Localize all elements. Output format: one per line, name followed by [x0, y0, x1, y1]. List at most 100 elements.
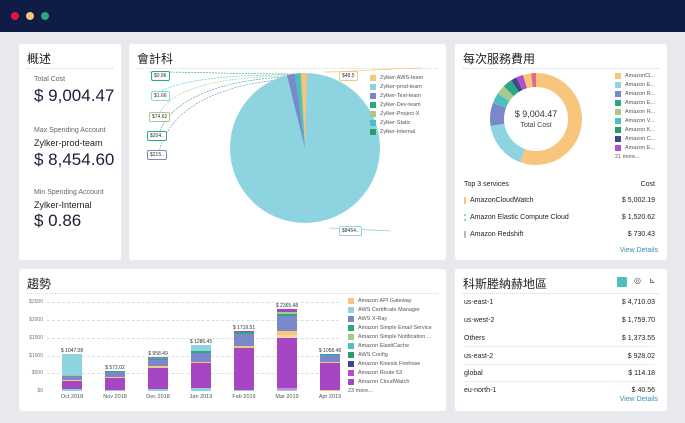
legend-swatch-icon: [348, 342, 354, 349]
bar-jan-2019[interactable]: [191, 345, 211, 391]
legend-item[interactable]: Amazon K...: [615, 125, 655, 134]
y-tick: $2500: [29, 299, 43, 305]
legend-item[interactable]: Amazon R...: [615, 107, 655, 116]
bar-oct-2018[interactable]: [62, 354, 82, 392]
legend-item[interactable]: Zylker-Internal: [370, 127, 423, 136]
legend-swatch-icon: [370, 119, 376, 126]
pie-tag: $48.5: [339, 71, 358, 81]
legend-item[interactable]: Zylker-Project-X: [370, 109, 423, 118]
region-row[interactable]: us-west-2 $ 1,759.70: [464, 317, 655, 324]
trend-bar-chart[interactable]: $2500 $2000 $1500 $1000 $500 $0 $ 1047.0…: [19, 269, 349, 411]
legend-swatch-icon: [348, 297, 354, 304]
legend-label: AWS X-Ray: [358, 315, 388, 322]
region-row[interactable]: us-east-2 $ 928.02: [464, 353, 655, 365]
legend-item[interactable]: Amazon ElastiCache: [348, 341, 432, 350]
region-cost: $ 1,759.70: [621, 317, 655, 324]
legend-item[interactable]: Amazon CloudWatch: [348, 377, 432, 386]
legend-swatch-icon: [370, 74, 376, 81]
regions-title: 科斯塍納赫地區: [463, 277, 548, 291]
pie-tag: $215..: [147, 150, 167, 160]
legend-item[interactable]: Zylker-Test-team: [370, 91, 423, 100]
legend-label: Amazon E...: [625, 144, 655, 151]
region-name: us-east-1: [464, 299, 494, 306]
accounts-title: 會計科: [137, 52, 174, 66]
top-service-row[interactable]: AmazonCloudWatch $ 5,002.19: [464, 197, 655, 204]
region-cost: $ 4,710.03: [621, 299, 655, 306]
top-service-row[interactable]: Amazon Elastic Compute Cloud $ 1,520.62: [464, 214, 655, 221]
max-spending-value: $ 8,454.60: [34, 150, 115, 169]
minimize-button[interactable]: [26, 12, 34, 20]
legend-item[interactable]: Amazon E...: [615, 143, 655, 152]
legend-label: Amazon C...: [625, 135, 656, 142]
legend-item[interactable]: Amazon V...: [615, 116, 655, 125]
top-services-label: Top 3 services: [464, 181, 509, 188]
region-row[interactable]: Others $ 1,373.55: [464, 335, 655, 347]
legend-swatch-icon: [348, 333, 354, 340]
legend-label: Amazon API Gateway: [358, 297, 412, 304]
max-spending-account: Zylker-prod-team: [34, 138, 103, 148]
legend-label: Amazon ElastiCache: [358, 342, 410, 349]
legend-item[interactable]: AWS X-Ray: [348, 314, 432, 323]
legend-more-label: 21 more...: [615, 153, 640, 160]
legend-label: Amazon Kinesis Firehose: [358, 360, 421, 367]
legend-swatch-icon: [370, 92, 376, 99]
legend-more-link[interactable]: 23 more...: [348, 386, 432, 395]
legend-item[interactable]: Amazon E...: [615, 80, 655, 89]
legend-more-link[interactable]: 21 more...: [615, 152, 655, 161]
legend-swatch-icon: [348, 324, 354, 331]
min-spending-account: Zylker-Internal: [34, 200, 92, 210]
bar-view-icon[interactable]: ⊾: [649, 276, 656, 285]
bar-nov-2018[interactable]: [105, 371, 125, 391]
region-row[interactable]: eu-north-1 $ 40.56: [464, 387, 655, 394]
region-cost: $ 928.02: [627, 353, 655, 360]
legend-item[interactable]: AWS Certificate Manager: [348, 305, 432, 314]
x-tick: Dec 2018: [146, 394, 170, 400]
region-name: Others: [464, 335, 486, 342]
region-row[interactable]: global $ 114.18: [464, 370, 655, 382]
legend-swatch-icon: [348, 306, 354, 313]
legend-item[interactable]: Zylker-prod-team: [370, 82, 423, 91]
pie-view-icon[interactable]: ◎: [634, 276, 641, 285]
region-name: global: [464, 370, 483, 377]
top-service-row[interactable]: Amazon Redshift $ 730.43: [464, 231, 655, 238]
service-donut-chart[interactable]: [490, 73, 582, 165]
legend-label: Amazon E...: [625, 81, 655, 88]
legend-item[interactable]: AWS Config: [348, 350, 432, 359]
min-spending-label: Min Spending Account: [34, 189, 104, 196]
legend-item[interactable]: Amazon E...: [615, 98, 655, 107]
legend-item[interactable]: Amazon Kinesis Firehose: [348, 359, 432, 368]
legend-item[interactable]: Zylker-Dev-team: [370, 100, 423, 109]
legend-swatch-icon: [615, 135, 621, 142]
legend-item[interactable]: Zylker-AWS-team: [370, 73, 423, 82]
view-details-link[interactable]: View Details: [619, 396, 658, 403]
legend-item[interactable]: Amazon Route 53: [348, 368, 432, 377]
legend-item[interactable]: Amazon Simple Notification ...: [348, 332, 432, 341]
legend-item[interactable]: Amazon C...: [615, 134, 655, 143]
legend-label: Amazon CloudWatch: [358, 378, 410, 385]
legend-item[interactable]: Zylker-Static: [370, 118, 423, 127]
legend-item[interactable]: Amazon R...: [615, 89, 655, 98]
bar-dec-2018[interactable]: [148, 357, 168, 391]
legend-item[interactable]: AmazonCl...: [615, 71, 655, 80]
close-button[interactable]: [11, 12, 19, 20]
view-details-link[interactable]: View Details: [619, 247, 658, 254]
legend-label: Amazon R...: [625, 108, 656, 115]
bar-value-label: $ 2365.48: [275, 303, 299, 309]
region-row[interactable]: us-east-1 $ 4,710.03: [464, 299, 655, 306]
legend-label: Zylker-prod-team: [380, 83, 422, 90]
bar-feb-2019[interactable]: [234, 331, 254, 391]
legend-item[interactable]: Amazon API Gateway: [348, 296, 432, 305]
pie-tag: $204..: [147, 131, 167, 141]
donut-center-label: Total Cost: [520, 122, 552, 129]
legend-swatch-icon: [615, 99, 621, 106]
maximize-button[interactable]: [41, 12, 49, 20]
donut-center-value: $ 9,004.47: [514, 109, 558, 119]
legend-swatch-icon: [370, 83, 376, 90]
region-name: eu-north-1: [464, 387, 497, 394]
divider: [463, 293, 659, 294]
bar-apr-2019[interactable]: [320, 354, 340, 391]
legend-swatch-icon: [615, 108, 621, 115]
legend-item[interactable]: Amazon Simple Email Service: [348, 323, 432, 332]
bar-mar-2019[interactable]: [277, 309, 297, 391]
table-view-icon[interactable]: [617, 277, 627, 287]
